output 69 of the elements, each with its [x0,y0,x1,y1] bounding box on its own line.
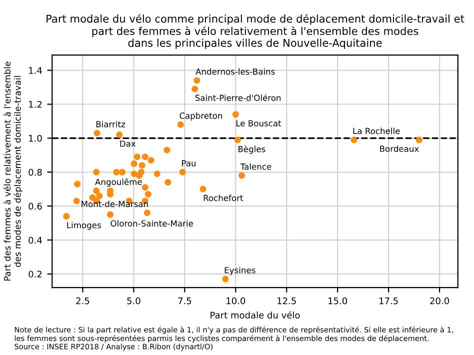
y-axis-title: Part des femmes à vélo relativement à l'ensemble des modes de déplacement domicile-travail [3,62,23,281]
annotation: Capbreton [180,112,222,120]
point [164,146,170,154]
point [222,276,229,282]
x-tick-label: 2.5 [76,297,90,304]
y-tick-label: 1.4 [29,67,42,74]
point [142,184,148,191]
point [144,190,152,198]
annotation: La Rochelle [353,128,400,134]
y-tick-label: 0.6 [28,202,42,210]
annotation: Bègles [238,145,266,154]
y-tick-label: 0.2 [28,270,42,278]
point [179,168,186,176]
y-tick-label: 0.4 [28,236,42,244]
point [130,160,138,167]
annotation: Le Bouscat [236,120,282,126]
point [234,136,241,144]
point [96,192,103,200]
y-tick-label: 1.2 [29,100,42,108]
point [94,130,100,136]
point [73,198,80,204]
point [138,162,146,169]
point [130,170,138,178]
point [113,168,120,176]
point [177,121,184,128]
point [142,154,148,160]
point [74,180,81,188]
point [144,210,150,216]
point [63,213,70,220]
x-tick-label: 5.0 [127,297,140,304]
chart-title: Part modale du vélo comme principal mode de déplacement domicile-travail et part des femmes à vélo relativement à l'ensemble des modes dans les principales villes de Nouvelle-Aquitaine [46,14,464,49]
point [238,172,246,179]
point [148,157,154,164]
y-tick-label: 1.0 [29,134,42,142]
point [154,170,160,178]
point [116,132,123,138]
annotation: Pau [182,160,196,166]
annotation: Rochefort [204,194,244,202]
x-tick-label: 7.5 [178,298,192,304]
point [194,77,200,84]
x-tick-label: 15.0 [328,297,348,304]
point [416,136,422,144]
x-tick-label: 20.0 [430,297,449,304]
x-axis-title: Part modale du vélo [210,311,300,319]
annotation: Bordeaux [380,145,419,152]
point [200,186,206,192]
point [106,211,114,218]
annotation: Eysines [224,266,256,275]
point [164,179,172,186]
annotation: Angoulême [95,178,142,187]
annotation: Limoges [67,222,101,230]
x-tick-label: 17.5 [380,298,398,304]
point [119,168,126,176]
annotation: Oloron-Sainte-Marie [110,220,193,227]
annotation: Dax [120,140,136,147]
y-tick-label: 0.8 [28,168,42,176]
point [93,188,100,194]
annotation: Saint-Pierre-d'Oléron [195,94,281,101]
x-tick-label: 10.0 [226,297,246,304]
point [93,168,100,176]
point [192,86,198,92]
point [134,154,140,160]
annotation: Biarritz [96,120,126,128]
point [232,111,239,118]
annotation: Mont-de-Marsan [82,200,148,208]
annotation: Andernos-les-Bains [196,68,275,75]
point [350,136,358,144]
x-tick-label: 12.5 [278,297,296,304]
annotation: Talence [240,163,272,170]
